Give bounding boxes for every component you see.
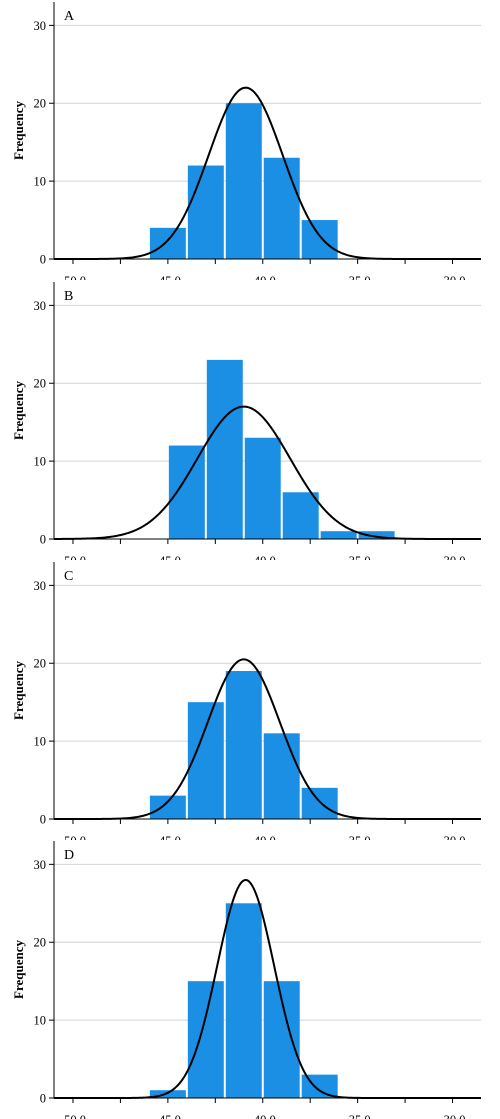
y-tick-label: 20 bbox=[34, 377, 47, 391]
chart-svg-b: 0102030-50.0-45.0-40.0-35.0-30.0Initiati… bbox=[11, 282, 481, 560]
histogram-bar bbox=[206, 359, 243, 539]
histogram-bar bbox=[149, 227, 186, 259]
x-tick-label: -40.0 bbox=[250, 274, 276, 280]
x-tick-label: -45.0 bbox=[155, 554, 181, 560]
y-axis-title: Frequency bbox=[11, 661, 26, 720]
y-tick-label: 20 bbox=[34, 936, 47, 950]
x-tick-label: -30.0 bbox=[440, 554, 466, 560]
y-tick-label: 10 bbox=[34, 175, 47, 189]
x-tick-label: -40.0 bbox=[250, 554, 276, 560]
y-tick-label: 0 bbox=[40, 1092, 46, 1106]
x-tick-label: -50.0 bbox=[60, 554, 86, 560]
y-tick-label: 20 bbox=[34, 657, 47, 671]
histogram-panel-a: 0102030-50.0-45.0-40.0-35.0-30.0Initiati… bbox=[0, 0, 500, 280]
x-tick-label: -50.0 bbox=[60, 274, 86, 280]
histogram-bar bbox=[225, 103, 262, 259]
y-tick-label: 0 bbox=[40, 533, 46, 547]
chart-svg-c: 0102030-50.0-45.0-40.0-35.0-30.0Initiati… bbox=[11, 562, 481, 840]
panel-label: D bbox=[64, 848, 74, 863]
histogram-bar bbox=[301, 220, 338, 259]
histogram-bar bbox=[149, 795, 186, 819]
histogram-bar bbox=[187, 165, 224, 259]
histogram-bar bbox=[225, 671, 262, 819]
x-tick-label: -35.0 bbox=[345, 554, 371, 560]
panel-label: C bbox=[64, 569, 73, 584]
histogram-bar bbox=[149, 1090, 186, 1098]
histogram-bar bbox=[187, 702, 224, 819]
y-tick-label: 30 bbox=[34, 19, 47, 33]
y-tick-label: 10 bbox=[34, 455, 47, 469]
y-axis-title: Frequency bbox=[11, 101, 26, 160]
histogram-bar bbox=[320, 531, 357, 539]
x-tick-label: -30.0 bbox=[440, 1113, 466, 1119]
histogram-bar bbox=[244, 437, 281, 539]
y-tick-label: 10 bbox=[34, 1014, 47, 1028]
x-tick-label: -30.0 bbox=[440, 274, 466, 280]
chart-svg-d: 0102030-50.0-45.0-40.0-35.0-30.0Initiati… bbox=[11, 841, 481, 1119]
histogram-bar bbox=[263, 157, 300, 259]
chart-svg-a: 0102030-50.0-45.0-40.0-35.0-30.0Initiati… bbox=[11, 2, 481, 280]
y-tick-label: 10 bbox=[34, 735, 47, 749]
x-tick-label: -40.0 bbox=[250, 1113, 276, 1119]
x-tick-label: -35.0 bbox=[345, 274, 371, 280]
y-axis-title: Frequency bbox=[11, 940, 26, 999]
x-tick-label: -30.0 bbox=[440, 834, 466, 840]
x-tick-label: -50.0 bbox=[60, 1113, 86, 1119]
histogram-bar bbox=[225, 903, 262, 1098]
histogram-bar bbox=[358, 531, 395, 539]
histogram-bar bbox=[187, 981, 224, 1098]
histogram-bar bbox=[301, 787, 338, 819]
x-tick-label: -45.0 bbox=[155, 274, 181, 280]
histogram-bar bbox=[282, 492, 319, 539]
y-tick-label: 30 bbox=[34, 579, 47, 593]
x-tick-label: -45.0 bbox=[155, 1113, 181, 1119]
histogram-panel-b: 0102030-50.0-45.0-40.0-35.0-30.0Initiati… bbox=[0, 280, 500, 560]
histogram-bar bbox=[263, 733, 300, 819]
x-tick-label: -40.0 bbox=[250, 834, 276, 840]
histogram-panel-d: 0102030-50.0-45.0-40.0-35.0-30.0Initiati… bbox=[0, 839, 500, 1119]
panel-label: A bbox=[64, 9, 75, 24]
y-tick-label: 0 bbox=[40, 253, 46, 267]
y-tick-label: 30 bbox=[34, 858, 47, 872]
histogram-bar bbox=[168, 445, 205, 539]
y-tick-label: 30 bbox=[34, 299, 47, 313]
x-tick-label: -45.0 bbox=[155, 834, 181, 840]
x-tick-label: -35.0 bbox=[345, 834, 371, 840]
y-tick-label: 0 bbox=[40, 813, 46, 827]
y-tick-label: 20 bbox=[34, 97, 47, 111]
panel-label: B bbox=[64, 289, 73, 304]
histogram-panel-c: 0102030-50.0-45.0-40.0-35.0-30.0Initiati… bbox=[0, 560, 500, 840]
x-tick-label: -35.0 bbox=[345, 1113, 371, 1119]
x-tick-label: -50.0 bbox=[60, 834, 86, 840]
y-axis-title: Frequency bbox=[11, 381, 26, 440]
